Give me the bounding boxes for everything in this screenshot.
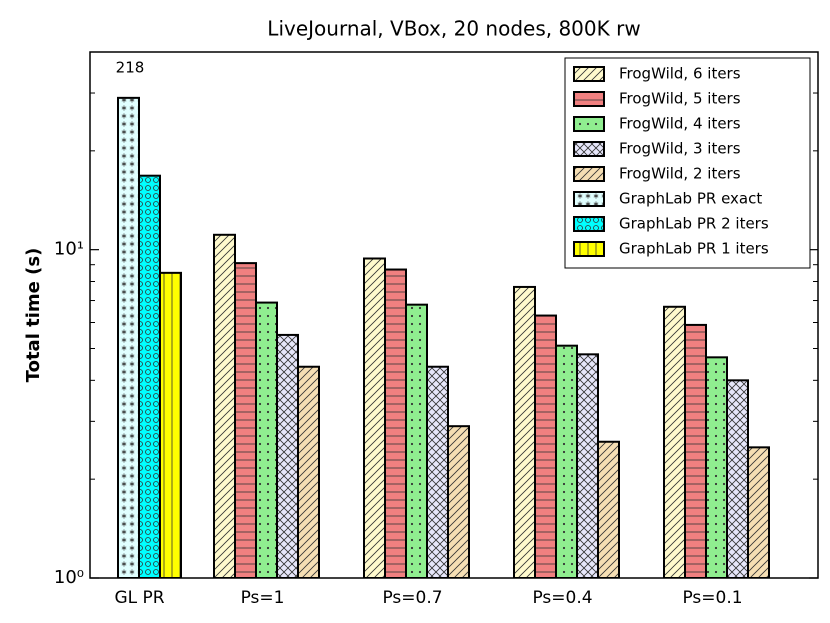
legend-swatch — [573, 91, 605, 107]
x-tick-label: GL PR — [114, 588, 164, 608]
bar — [276, 333, 299, 578]
bar — [405, 303, 428, 578]
bar — [726, 379, 749, 578]
bar — [384, 268, 407, 578]
bar — [576, 353, 599, 578]
bar — [597, 440, 620, 578]
legend-label: FrogWild, 6 iters — [619, 65, 741, 83]
legend-swatch — [573, 116, 605, 132]
bar — [138, 174, 161, 578]
y-tick-label: 10⁰ — [54, 567, 84, 588]
y-tick-label: 10¹ — [54, 239, 84, 260]
bar — [534, 314, 557, 578]
legend-label: FrogWild, 2 iters — [619, 165, 741, 183]
legend-swatch — [573, 241, 605, 257]
x-tick-label: Ps=0.4 — [532, 588, 592, 608]
legend-label: FrogWild, 5 iters — [619, 90, 741, 108]
bar — [447, 425, 470, 578]
bar — [213, 233, 236, 578]
bar — [255, 301, 278, 578]
legend-label: FrogWild, 3 iters — [619, 140, 741, 158]
plot-frame — [89, 51, 819, 579]
x-tick-label: Ps=0.1 — [682, 588, 742, 608]
legend-box — [564, 57, 811, 269]
legend-swatch — [573, 66, 605, 82]
chart-title: LiveJournal, VBox, 20 nodes, 800K rw — [267, 17, 640, 41]
x-tick-label: Ps=1 — [241, 588, 285, 608]
plot-area — [117, 96, 770, 578]
bar — [684, 323, 707, 578]
bar — [363, 257, 386, 578]
legend-swatch — [573, 191, 605, 207]
bar — [297, 365, 320, 578]
bar — [117, 96, 140, 578]
y-axis-label: Total time (s) — [23, 248, 44, 383]
legend-swatch — [573, 216, 605, 232]
bar — [159, 271, 182, 578]
annotation: 218 — [116, 59, 145, 77]
bar — [426, 365, 449, 578]
bar — [705, 356, 728, 578]
legend-label: GraphLab PR exact — [619, 190, 762, 208]
bar — [555, 344, 578, 578]
bar — [747, 446, 770, 578]
legend-label: FrogWild, 4 iters — [619, 115, 741, 133]
x-tick-label: Ps=0.7 — [382, 588, 442, 608]
legend-swatch — [573, 141, 605, 157]
legend-label: GraphLab PR 2 iters — [619, 215, 769, 233]
bar — [513, 285, 536, 578]
bar — [234, 262, 257, 578]
legend-swatch — [573, 166, 605, 182]
bar — [663, 305, 686, 578]
legend-label: GraphLab PR 1 iters — [619, 240, 769, 258]
